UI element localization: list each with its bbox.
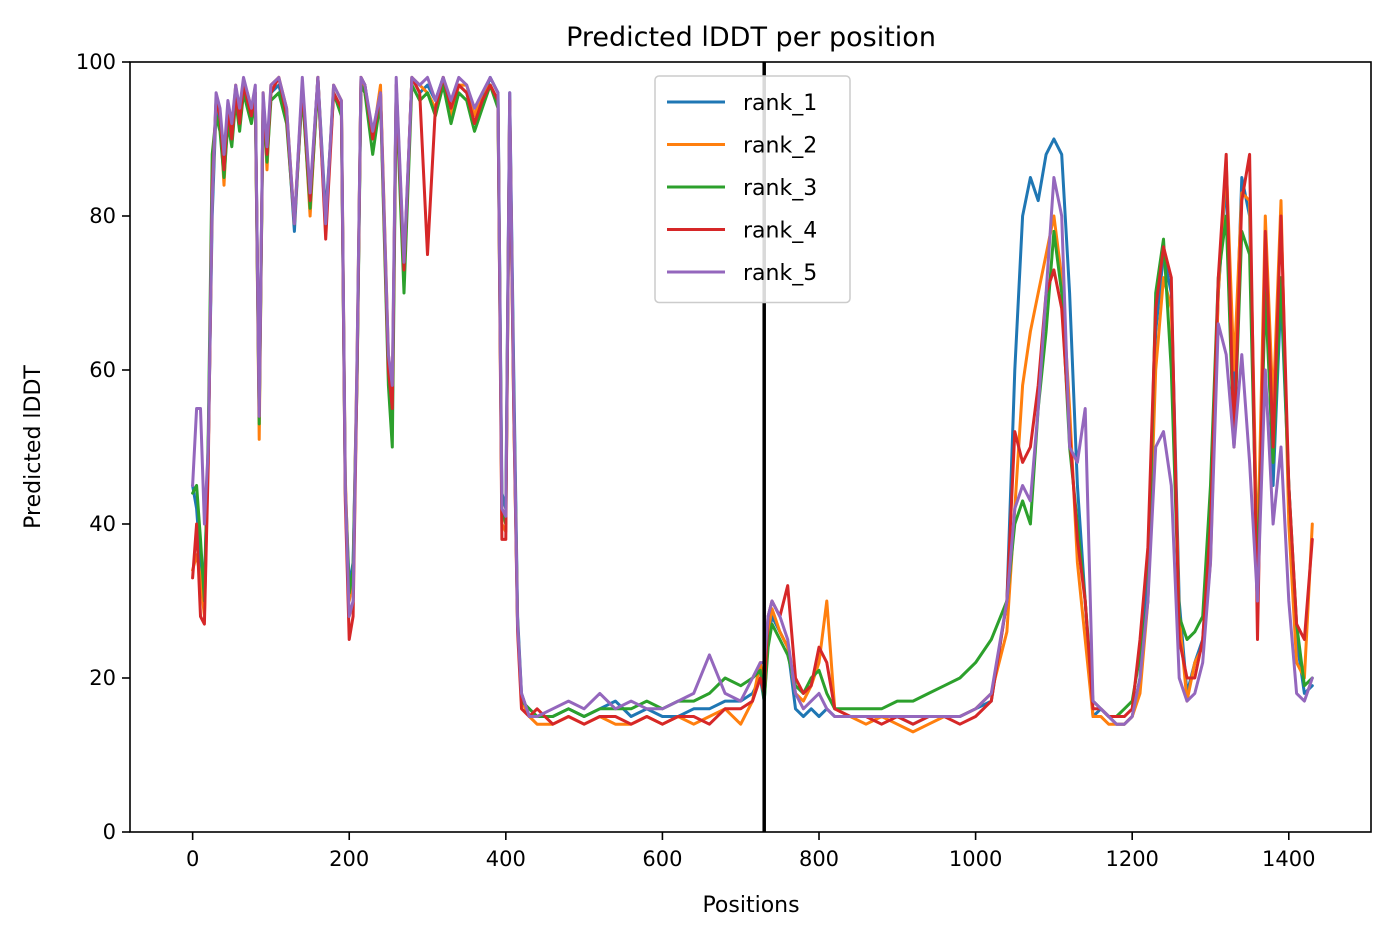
legend-label: rank_2 (743, 134, 817, 159)
x-tick-label: 800 (799, 847, 839, 871)
x-tick-label: 600 (642, 847, 682, 871)
legend-label: rank_4 (743, 219, 817, 244)
y-axis-label: Predicted lDDT (21, 365, 46, 529)
legend: rank_1 rank_2 rank_3 rank_4 rank_5 (654, 75, 851, 304)
x-tick-label: 0 (186, 847, 199, 871)
x-tick-label: 1200 (1105, 847, 1158, 871)
series-layer (191, 75, 1314, 734)
legend-label: rank_5 (743, 261, 817, 286)
x-tick-label: 400 (486, 847, 526, 871)
y-tick-label: 80 (89, 204, 116, 228)
y-tick-label: 0 (103, 820, 116, 844)
legend-label: rank_1 (743, 91, 817, 116)
y-tick-label: 20 (89, 666, 116, 690)
x-tick-label: 1000 (949, 847, 1002, 871)
plot-frame (129, 61, 1372, 833)
x-axis-label: Positions (702, 893, 799, 918)
series-line-rank-5 (191, 75, 1314, 726)
chart-title: Predicted lDDT per position (566, 22, 936, 53)
legend-box (654, 75, 851, 304)
x-tick-label: 1400 (1262, 847, 1315, 871)
y-tick-label: 100 (76, 50, 116, 74)
y-tick-label: 40 (89, 512, 116, 536)
legend-label: rank_3 (743, 176, 817, 201)
y-tick-label: 60 (89, 358, 116, 382)
y-axis-ticks: 0 20 40 60 80 100 (76, 50, 130, 844)
x-axis-ticks: 0 200 400 600 800 1000 1200 1400 (186, 832, 1316, 871)
x-tick-label: 200 (329, 847, 369, 871)
